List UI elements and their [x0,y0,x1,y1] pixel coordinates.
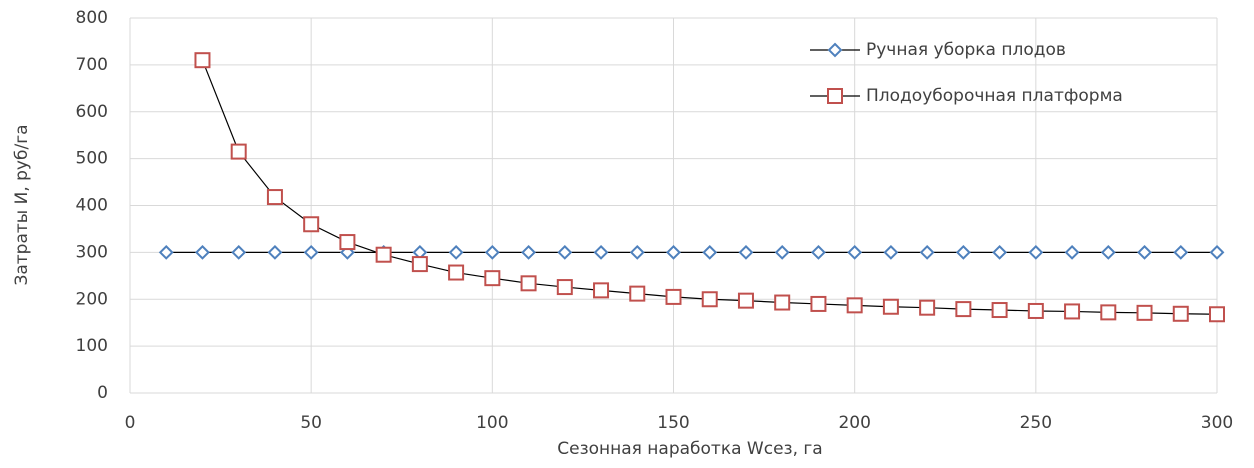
x-tick-label: 150 [657,413,689,433]
y-tick-label: 800 [76,8,108,28]
marker [593,282,610,299]
marker [811,244,826,260]
x-tick-label: 100 [476,413,508,433]
marker [702,244,718,260]
y-tick-label: 400 [76,196,108,216]
marker [1209,244,1225,260]
marker [267,244,283,260]
legend-label: Ручная уборка плодов [866,40,1066,60]
y-tick-label: 200 [76,289,108,309]
x-tick-label: 0 [125,413,136,433]
marker [846,297,863,314]
x-axis-label: Сезонная наработка Wсез, га [557,439,822,459]
marker [448,264,465,281]
marker [1136,304,1153,321]
y-tick-label: 600 [76,102,108,122]
marker [1100,244,1116,260]
marker [992,244,1008,260]
marker [593,244,609,260]
marker [1028,244,1044,260]
legend-label: Плодоуборочная платформа [866,86,1123,106]
y-axis-label: Затраты И, руб/га [12,124,32,285]
marker [1173,244,1189,260]
y-tick-label: 0 [97,383,108,403]
marker [1064,303,1081,320]
marker [737,292,754,309]
marker [303,216,320,233]
x-tick-label: 300 [1201,413,1233,433]
marker [231,244,247,260]
x-tick-label: 200 [838,413,870,433]
marker [484,270,501,287]
y-tick-label: 700 [76,55,108,75]
marker [847,244,863,260]
legend-marker [827,42,843,58]
marker [629,244,645,260]
marker [738,244,754,260]
marker [448,244,464,260]
marker [158,244,174,260]
marker [774,244,790,260]
marker [882,298,899,315]
marker [955,301,972,318]
marker [1209,306,1225,323]
marker [810,295,827,312]
marker [521,244,536,260]
y-tick-label: 300 [76,242,108,262]
marker [557,244,573,260]
marker [883,244,899,260]
marker [1064,244,1080,260]
marker [266,189,283,206]
marker [556,279,573,296]
x-tick-label: 250 [1020,413,1052,433]
marker [774,294,791,311]
marker [665,288,682,305]
y-tick-label: 500 [76,149,108,169]
marker [701,291,718,308]
legend-marker [827,88,843,104]
x-tick-label: 50 [300,413,322,433]
marker [1137,244,1152,260]
marker [629,285,646,302]
marker [666,244,681,260]
marker [303,244,319,260]
marker [411,256,428,273]
marker [919,299,936,316]
marker [919,244,935,260]
marker [520,275,537,292]
marker [1100,304,1117,321]
marker [991,302,1008,319]
marker [484,244,500,260]
marker [375,246,392,263]
marker [1172,305,1189,322]
marker [230,143,247,160]
marker [194,52,211,69]
marker [1027,302,1044,319]
y-tick-label: 100 [76,336,108,356]
marker [339,234,356,251]
marker [195,244,210,260]
marker [955,244,971,260]
